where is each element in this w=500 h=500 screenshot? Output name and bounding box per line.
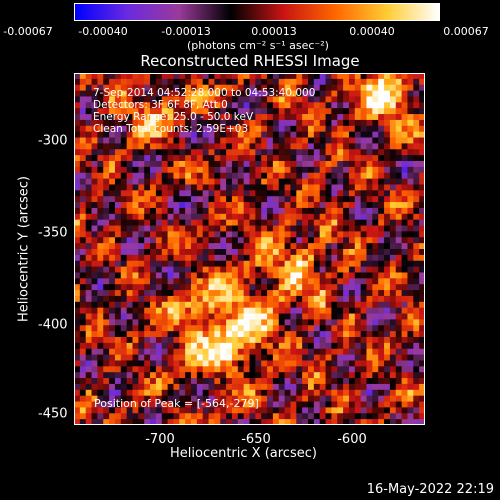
peak-position-annotation: Position of Peak = [-564,-279] xyxy=(94,397,259,410)
y-tick-label: -300 xyxy=(38,133,68,149)
colorbar-tick: 0.00013 xyxy=(251,25,297,38)
x-tick-label: -650 xyxy=(241,432,271,447)
x-axis-label: Heliocentric X (arcsec) xyxy=(170,446,317,461)
plot-datestamp: 16-May-2022 22:19 xyxy=(366,482,494,497)
y-tick-label: -450 xyxy=(38,406,68,422)
energy-range-annotation: Energy Range: 25.0 - 50.0 keV xyxy=(93,111,254,123)
heatmap xyxy=(74,73,425,425)
x-tick-label: -700 xyxy=(145,432,175,447)
chart-title: Reconstructed RHESSI Image xyxy=(140,52,360,70)
colorbar-tick: 0.00040 xyxy=(349,25,395,38)
colorbar-tick: 0.00067 xyxy=(443,25,489,38)
y-tick-label: -400 xyxy=(38,317,68,333)
time-range-annotation: 7-Sep-2014 04:52:28.000 to 04:53:40.000 xyxy=(93,87,316,99)
detectors-annotation: Detectors: 3F 6F 8F, Att 0 xyxy=(93,99,228,111)
plot-area xyxy=(74,73,425,425)
colorbar xyxy=(74,3,440,21)
colorbar-tick: -0.00013 xyxy=(161,25,211,38)
x-tick-label: -600 xyxy=(337,432,367,447)
y-tick-label: -350 xyxy=(38,225,68,241)
y-axis-label: Heliocentric Y (arcsec) xyxy=(16,176,32,322)
colorbar-tick: -0.00067 xyxy=(3,25,53,38)
colorbar-units: (photons cm⁻² s⁻¹ asec⁻²) xyxy=(187,39,329,52)
clean-counts-annotation: Clean Total counts: 2.59E+03 xyxy=(93,123,249,135)
colorbar-tick: -0.00040 xyxy=(78,25,128,38)
